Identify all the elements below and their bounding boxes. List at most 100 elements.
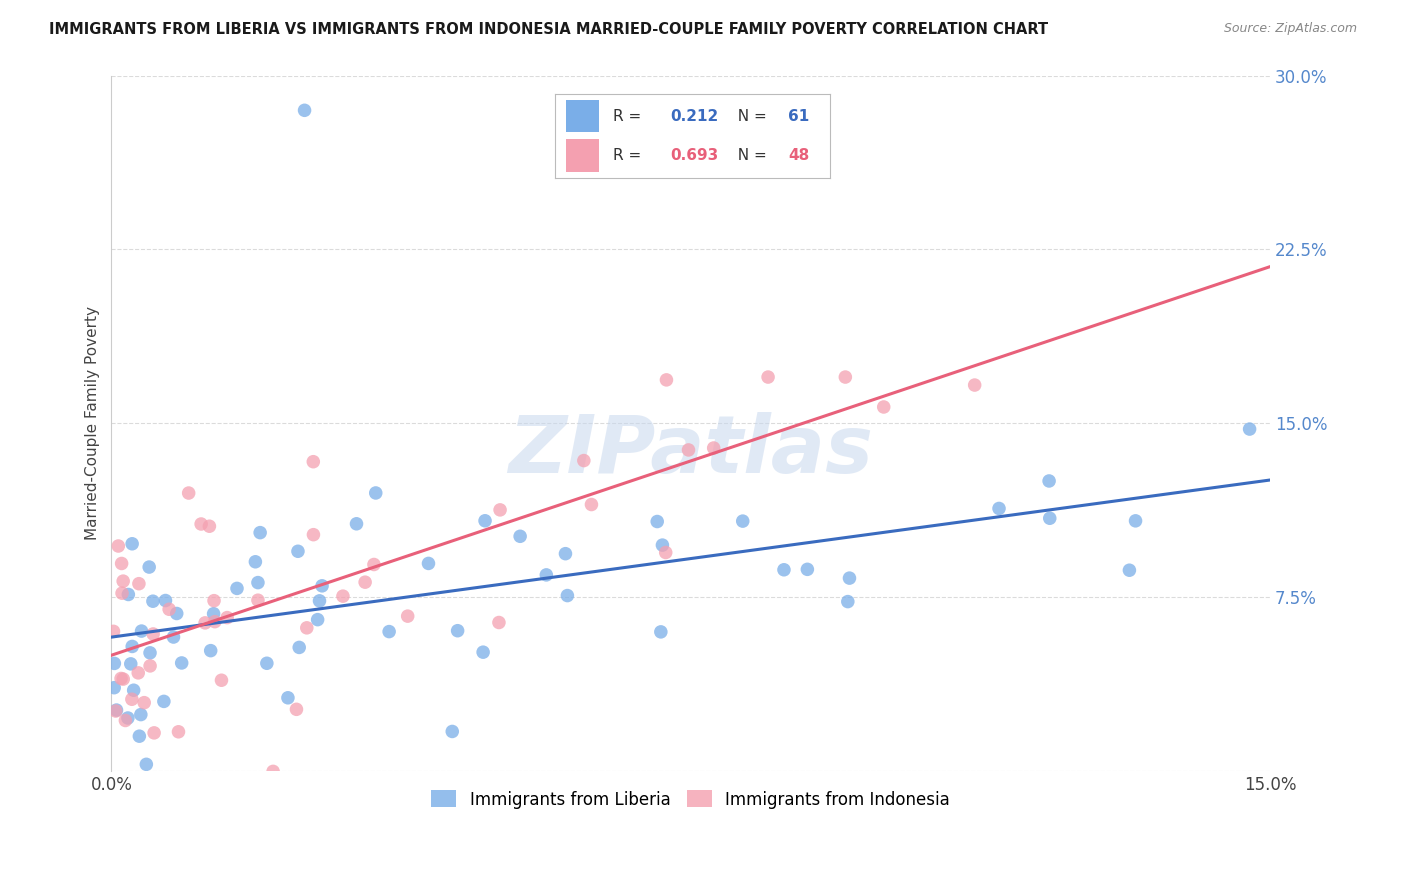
Point — [655, 373, 678, 387]
Point — [536, 567, 558, 582]
Point — [308, 594, 330, 608]
Text: 48: 48 — [789, 148, 810, 163]
Point — [135, 757, 157, 772]
Point — [396, 609, 419, 624]
Point — [107, 539, 129, 553]
Text: 61: 61 — [789, 109, 810, 124]
Point — [581, 498, 603, 512]
Point — [104, 704, 127, 718]
Point — [311, 579, 333, 593]
Point — [217, 610, 239, 624]
Point — [139, 646, 162, 660]
Point — [418, 557, 440, 571]
Point — [249, 525, 271, 540]
Text: R =: R = — [613, 109, 647, 124]
Text: ZIPatlas: ZIPatlas — [509, 412, 873, 491]
Point — [446, 624, 468, 638]
Point — [295, 621, 318, 635]
Point — [354, 575, 377, 590]
Point — [731, 514, 754, 528]
Point — [177, 486, 200, 500]
Point — [103, 681, 125, 695]
Point — [245, 555, 267, 569]
Point — [346, 516, 368, 531]
Point — [200, 643, 222, 657]
Point — [441, 724, 464, 739]
Point — [142, 594, 165, 608]
Point — [121, 640, 143, 654]
Point — [332, 589, 354, 603]
Point — [121, 537, 143, 551]
Point — [294, 103, 316, 118]
Point — [110, 557, 132, 571]
Point — [509, 529, 531, 543]
Point — [198, 519, 221, 533]
Point — [122, 683, 145, 698]
Point — [837, 594, 859, 608]
Point — [963, 378, 986, 392]
Point — [117, 711, 139, 725]
Point — [1038, 474, 1060, 488]
Point — [489, 503, 512, 517]
Point — [204, 615, 226, 629]
Point — [472, 645, 495, 659]
Point — [139, 659, 162, 673]
Point — [246, 575, 269, 590]
Point — [110, 672, 132, 686]
Point — [162, 630, 184, 644]
Point — [211, 673, 233, 688]
Text: Source: ZipAtlas.com: Source: ZipAtlas.com — [1223, 22, 1357, 36]
Legend: Immigrants from Liberia, Immigrants from Indonesia: Immigrants from Liberia, Immigrants from… — [425, 784, 957, 815]
Text: IMMIGRANTS FROM LIBERIA VS IMMIGRANTS FROM INDONESIA MARRIED-COUPLE FAMILY POVER: IMMIGRANTS FROM LIBERIA VS IMMIGRANTS FR… — [49, 22, 1049, 37]
Point — [143, 726, 166, 740]
Text: N =: N = — [728, 148, 772, 163]
Point — [246, 593, 269, 607]
Point — [157, 602, 180, 616]
Point — [226, 582, 249, 596]
Point — [105, 703, 128, 717]
Text: 0.212: 0.212 — [671, 109, 718, 124]
Point — [378, 624, 401, 639]
Point — [838, 571, 860, 585]
Point — [796, 562, 818, 576]
Point — [302, 527, 325, 541]
Point — [167, 724, 190, 739]
Point — [134, 696, 156, 710]
Point — [117, 587, 139, 601]
Point — [103, 657, 125, 671]
Point — [131, 624, 153, 638]
Point — [138, 560, 160, 574]
Point — [112, 672, 135, 686]
Point — [873, 400, 896, 414]
Point — [285, 702, 308, 716]
Point — [142, 627, 165, 641]
Point — [277, 690, 299, 705]
Point — [773, 563, 796, 577]
Point — [1118, 563, 1140, 577]
Point — [488, 615, 510, 630]
Point — [572, 453, 595, 467]
Point — [120, 657, 142, 671]
Point — [287, 544, 309, 558]
Point — [1039, 511, 1062, 525]
Point — [988, 501, 1011, 516]
Bar — [567, 139, 599, 171]
Point — [127, 665, 149, 680]
Bar — [567, 100, 599, 132]
Text: R =: R = — [613, 148, 647, 163]
Point — [1125, 514, 1147, 528]
Point — [1239, 422, 1261, 436]
Point — [190, 516, 212, 531]
Text: 0.693: 0.693 — [671, 148, 718, 163]
Point — [111, 586, 134, 600]
Point — [155, 593, 177, 607]
Point — [129, 707, 152, 722]
Point — [703, 441, 725, 455]
Point — [194, 615, 217, 630]
Point — [554, 547, 576, 561]
Point — [153, 694, 176, 708]
Y-axis label: Married-Couple Family Poverty: Married-Couple Family Poverty — [86, 307, 100, 541]
Point — [128, 729, 150, 743]
Point — [202, 593, 225, 607]
Point — [103, 624, 125, 639]
